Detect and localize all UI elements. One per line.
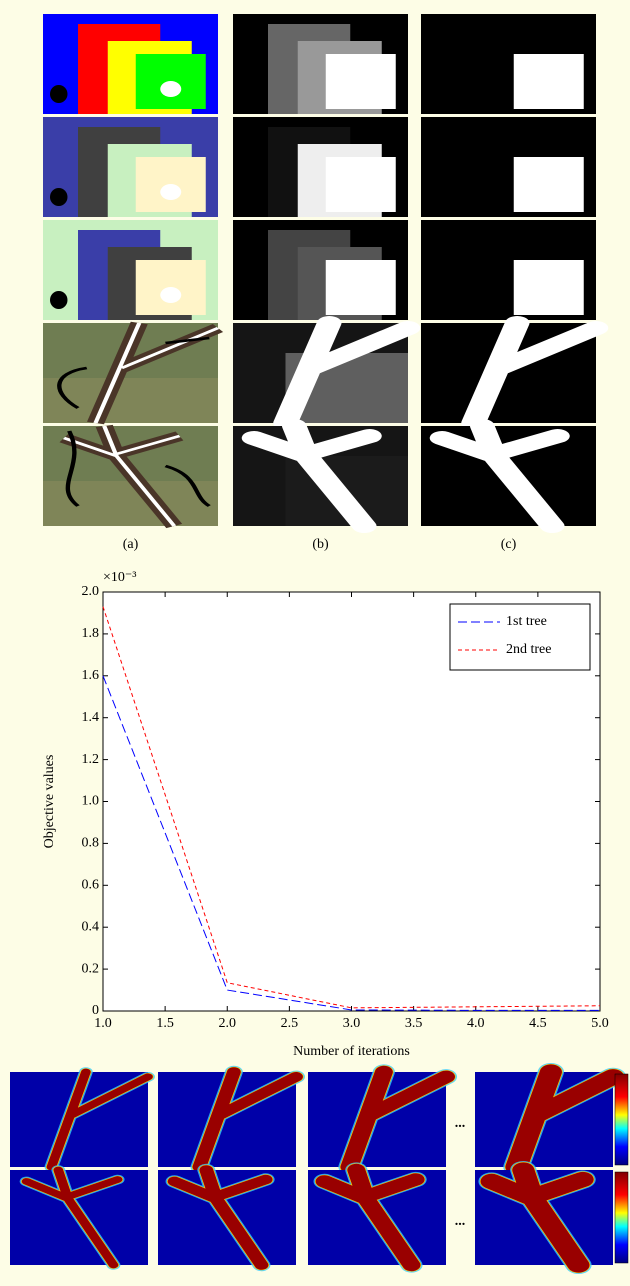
ellipsis: ...	[455, 1214, 466, 1229]
panel-label: (c)	[501, 537, 517, 552]
image-panel	[233, 419, 408, 533]
image-panel	[421, 316, 609, 430]
image-panel	[158, 1163, 296, 1272]
image-panel	[43, 14, 218, 114]
series-line	[102, 675, 600, 1011]
image-panel	[43, 117, 218, 217]
image-panel	[158, 1065, 305, 1174]
x-tick-label: 2.0	[219, 1016, 237, 1031]
image-panel	[421, 14, 596, 114]
region	[160, 184, 182, 200]
heat-core	[21, 1166, 123, 1269]
y-tick-label: 0	[92, 1003, 99, 1018]
ellipsis: ...	[455, 1116, 466, 1131]
y-tick-label: 1.2	[82, 752, 100, 767]
y-tick-label: 0.6	[82, 878, 100, 893]
y-tick-label: 0.8	[82, 836, 100, 851]
branch-mask	[429, 419, 570, 533]
image-panel	[421, 419, 596, 533]
image-panel	[421, 220, 596, 320]
y-axis-label: Objective values	[42, 755, 57, 849]
scribble	[93, 322, 220, 424]
legend-box	[449, 603, 591, 671]
image-panel	[233, 316, 421, 430]
y-multiplier: ×10⁻³	[103, 570, 136, 585]
x-tick-label: 3.0	[343, 1016, 361, 1031]
x-tick-label: 5.0	[591, 1016, 609, 1031]
y-tick-label: 2.0	[82, 584, 100, 599]
branch-mask	[461, 316, 609, 430]
heat-core	[340, 1065, 455, 1174]
heat-core	[167, 1165, 273, 1270]
heat-core	[505, 1064, 625, 1175]
photo	[43, 481, 218, 526]
panel-label: (b)	[312, 537, 329, 552]
x-tick-label: 4.5	[529, 1016, 547, 1031]
image-panel	[43, 220, 218, 320]
region	[325, 157, 396, 212]
scribble	[65, 430, 211, 507]
x-tick-label: 4.0	[467, 1016, 485, 1031]
panel-label: (a)	[123, 537, 139, 552]
x-tick-label: 1.0	[94, 1016, 112, 1031]
image-panel	[233, 220, 408, 320]
branch-mask	[273, 316, 421, 430]
y-tick-label: 1.8	[82, 626, 100, 641]
heat-core	[192, 1067, 303, 1172]
image-panel	[233, 14, 408, 114]
region	[50, 291, 68, 309]
image-panel	[10, 1165, 148, 1270]
region	[325, 260, 396, 315]
image-panel	[308, 1064, 458, 1175]
series-line	[102, 606, 601, 1009]
branch-mask	[241, 419, 382, 533]
image-panel	[475, 1160, 613, 1275]
colorbar	[614, 1171, 629, 1264]
x-axis-label: Number of iterations	[293, 1044, 410, 1059]
region	[160, 81, 182, 97]
y-tick-label: 0.4	[82, 919, 100, 934]
photo	[43, 378, 218, 423]
heat-core	[46, 1068, 153, 1171]
image-panel	[43, 424, 218, 529]
heat-core	[480, 1162, 594, 1273]
y-tick-label: 1.4	[82, 710, 100, 725]
x-tick-label: 2.5	[281, 1016, 299, 1031]
x-tick-label: 1.5	[156, 1016, 174, 1031]
region	[513, 260, 584, 315]
scribble	[57, 336, 210, 409]
y-tick-label: 1.0	[82, 794, 100, 809]
y-tick-label: 0.2	[82, 961, 100, 976]
legend-label: 1st tree	[506, 614, 547, 629]
colorbar	[614, 1073, 629, 1166]
region	[325, 54, 396, 109]
image-panel	[308, 1162, 446, 1273]
region	[50, 85, 68, 103]
image-panel	[233, 117, 408, 217]
image-panel	[421, 117, 596, 217]
image-panel	[475, 1062, 627, 1177]
region	[50, 188, 68, 206]
x-tick-label: 3.5	[405, 1016, 423, 1031]
image-panel	[10, 1067, 155, 1172]
region	[513, 157, 584, 212]
heat-core	[315, 1163, 425, 1272]
legend-label: 2nd tree	[506, 642, 551, 657]
y-tick-label: 1.6	[82, 668, 100, 683]
image-panel	[43, 321, 224, 425]
region	[160, 287, 182, 303]
region	[513, 54, 584, 109]
